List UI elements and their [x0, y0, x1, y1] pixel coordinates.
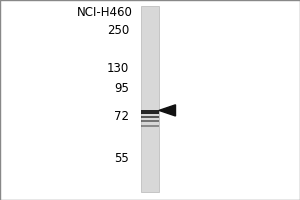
Text: 250: 250	[107, 24, 129, 38]
Bar	[141, 125, 159, 127]
Bar	[141, 120, 159, 122]
Polygon shape	[159, 105, 175, 116]
Text: 130: 130	[107, 62, 129, 75]
Bar	[141, 116, 159, 118]
Text: NCI-H460: NCI-H460	[77, 6, 133, 19]
Text: 55: 55	[114, 152, 129, 164]
Text: 95: 95	[114, 82, 129, 95]
Text: 72: 72	[114, 110, 129, 123]
Bar	[141, 110, 159, 114]
Bar	[141, 6, 159, 192]
